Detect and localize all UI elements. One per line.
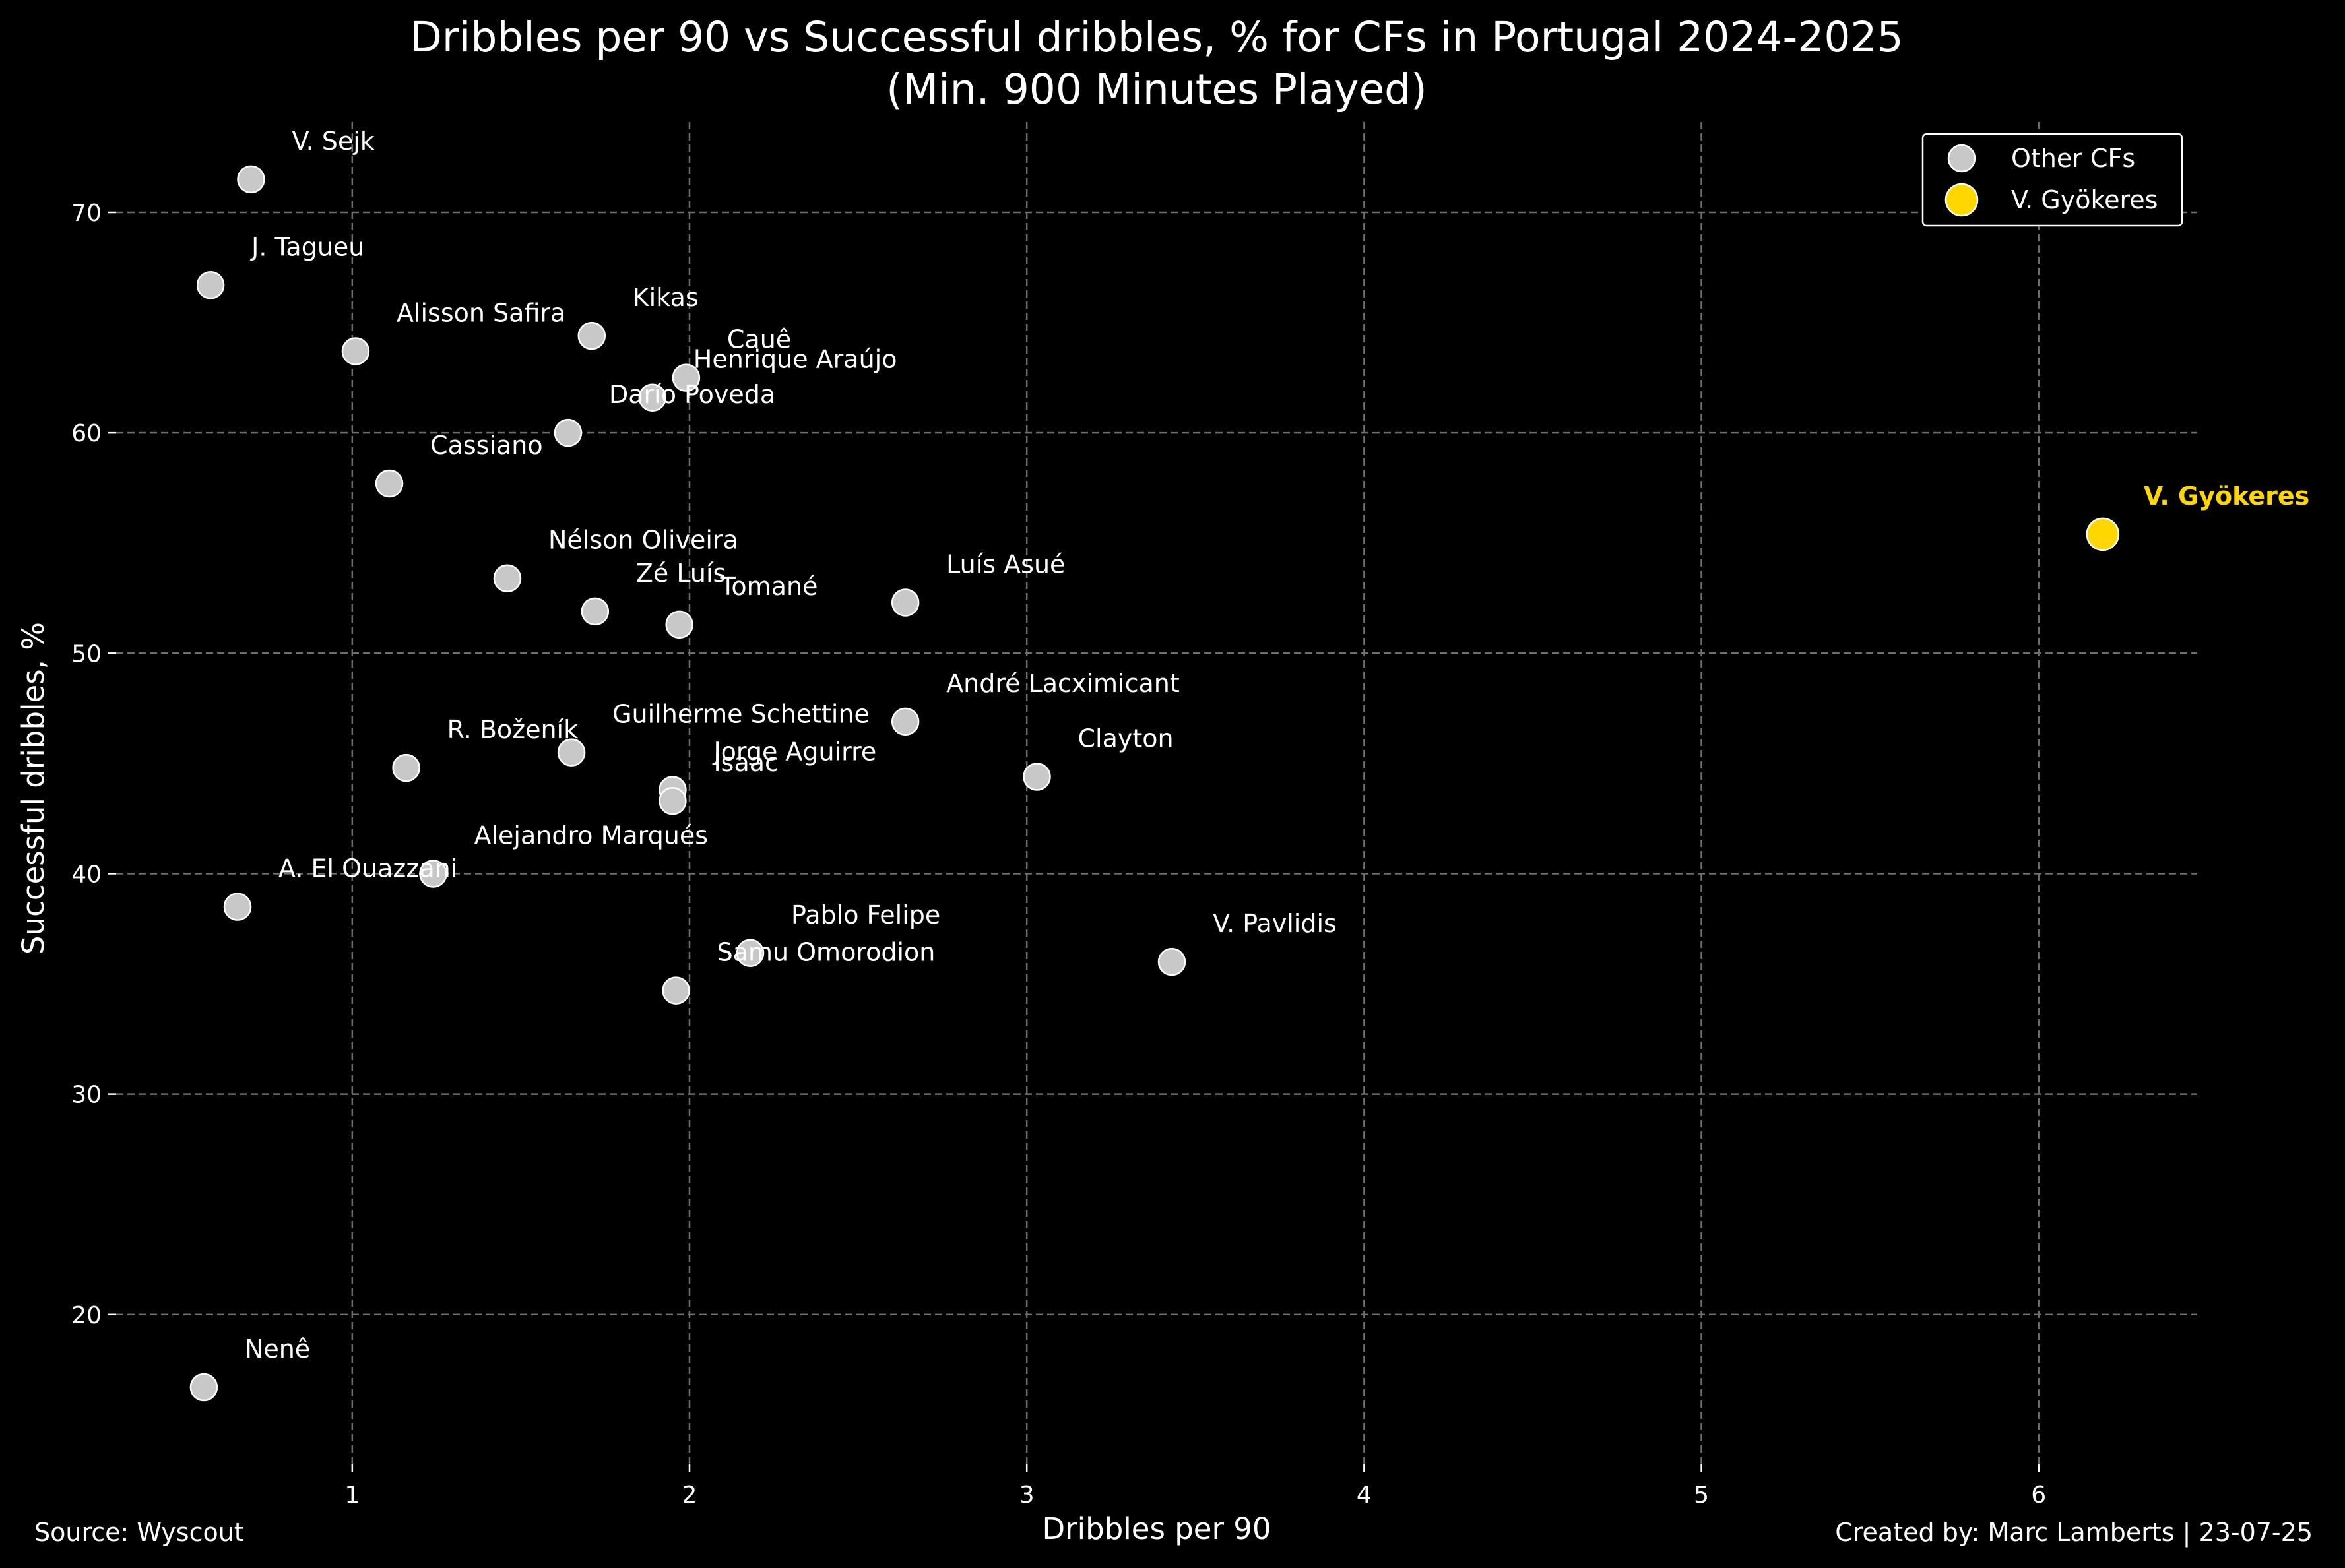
point-label: Isaac <box>713 748 778 777</box>
grid <box>116 122 2197 1464</box>
scatter-point <box>493 564 522 592</box>
x-tick-label: 2 <box>682 1482 697 1509</box>
scatter-point <box>375 469 404 498</box>
scatter-point <box>1157 947 1186 976</box>
point-label: Henrique Araújo <box>693 345 897 374</box>
point-label: Jorge Aguirre <box>712 737 876 766</box>
y-tick-label: 30 <box>71 1082 102 1109</box>
scatter-point <box>419 860 447 888</box>
y-tick-label: 60 <box>71 420 102 447</box>
scatter-point <box>237 165 265 194</box>
point-label: R. Boženík <box>447 715 579 744</box>
scatter-point <box>189 1373 218 1402</box>
point-label: Nenê <box>245 1334 310 1364</box>
point-label: Alejandro Marqués <box>474 821 709 850</box>
scatter-point <box>659 786 687 815</box>
data-points <box>189 165 2120 1402</box>
scatter-point <box>736 939 765 968</box>
point-label: A. El Ouazzani <box>278 854 457 883</box>
point-label: Darío Poveda <box>609 380 775 409</box>
legend: Other CFs V. Gyökeres <box>1921 133 2183 227</box>
scatter-point <box>1023 763 1051 791</box>
scatter-point <box>891 588 920 617</box>
scatter-point <box>577 321 606 350</box>
scatter-point <box>392 753 420 782</box>
chart-subtitle: (Min. 900 Minutes Played) <box>886 65 1427 113</box>
y-tick-label: 50 <box>71 641 102 668</box>
point-label: Guilherme Schettine <box>612 700 870 729</box>
point-label: Cauê <box>727 325 791 354</box>
axis-ticks: 1 2 3 4 5 6 20 30 40 50 60 70 <box>71 200 2046 1509</box>
y-tick-label: 70 <box>71 200 102 227</box>
point-label: Alisson Safira <box>397 299 565 328</box>
legend-label-other-cfs: Other CFs <box>2011 144 2135 173</box>
source-note: Source: Wyscout <box>34 1518 244 1547</box>
scatter-point <box>223 893 252 921</box>
x-tick-label: 1 <box>344 1482 360 1509</box>
scatter-point <box>662 976 690 1005</box>
chart-title: Dribbles per 90 vs Successful dribbles, … <box>410 13 1903 61</box>
x-axis-label: Dribbles per 90 <box>1042 1511 1271 1546</box>
point-label: Kikas <box>633 283 699 312</box>
legend-frame <box>1921 133 2183 227</box>
legend-label-gyokeres: V. Gyökeres <box>2011 185 2158 214</box>
scatter-point <box>341 337 370 365</box>
x-tick-label: 4 <box>1357 1482 1372 1509</box>
highlight-point-label: V. Gyökeres <box>2144 482 2309 511</box>
y-axis-label: Successful dribbles, % <box>16 622 51 955</box>
point-label: V. Pavlidis <box>1213 909 1337 938</box>
legend-marker-other-cfs <box>1947 144 1976 173</box>
scatter-point <box>672 363 701 392</box>
point-label: Tomané <box>720 572 818 601</box>
scatter-point <box>557 738 586 767</box>
credit-note: Created by: Marc Lamberts | 23-07-25 <box>1835 1518 2313 1548</box>
point-label: Luís Asué <box>946 549 1065 579</box>
point-label: V. Sejk <box>292 127 374 156</box>
scatter-point <box>581 597 610 626</box>
legend-marker-gyokeres <box>1944 183 1979 217</box>
point-label: Zé Luís <box>636 559 726 588</box>
scatter-point <box>554 418 583 447</box>
point-label: Nélson Oliveira <box>548 526 738 555</box>
point-label: Cassiano <box>430 431 543 460</box>
highlight-point <box>2086 517 2120 551</box>
point-label: Clayton <box>1078 724 1174 753</box>
x-tick-label: 3 <box>1019 1482 1035 1509</box>
point-label: Samu Omorodion <box>717 938 936 967</box>
scatter-point <box>196 271 225 299</box>
scatter-point <box>638 383 667 412</box>
scatter-point <box>665 610 693 639</box>
point-label: Pablo Felipe <box>791 900 940 929</box>
point-label: André Lacximicant <box>946 669 1180 698</box>
scatter-point <box>891 707 920 736</box>
x-tick-label: 5 <box>1694 1482 1709 1509</box>
point-labels: V. Sejk J. Tagueu Alisson Safira Kikas CauêH… <box>245 127 2309 1364</box>
point-label: J. Tagueu <box>250 232 364 261</box>
y-tick-label: 40 <box>71 861 102 888</box>
y-tick-label: 20 <box>71 1302 102 1329</box>
x-tick-label: 6 <box>2031 1482 2046 1509</box>
